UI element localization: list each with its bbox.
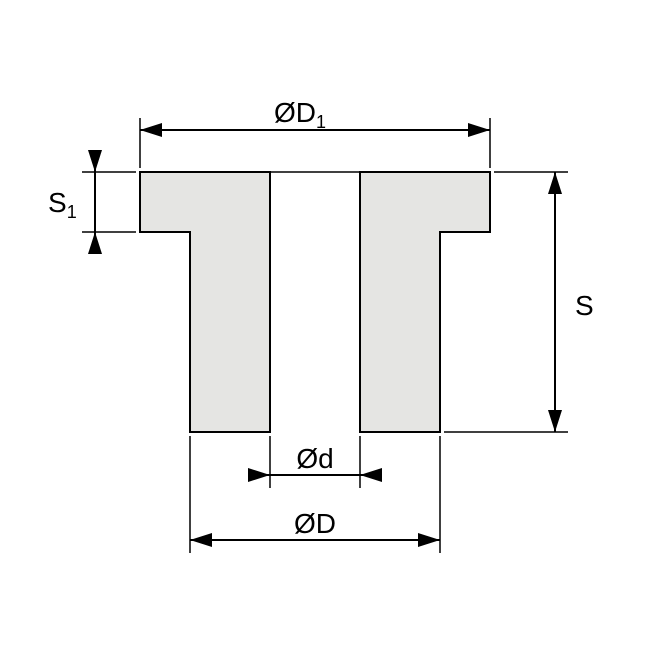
bushing-right-section <box>360 172 490 432</box>
dd-arrow-right <box>418 533 440 547</box>
d1-arrow-left <box>140 123 162 137</box>
s-label: S <box>575 290 594 321</box>
dd-arrow-left <box>190 533 212 547</box>
d1-arrow-right <box>468 123 490 137</box>
s1-label: S1 <box>48 187 77 222</box>
d-arrow-right <box>360 468 382 482</box>
bushing-left-section <box>140 172 270 432</box>
d1-label: ØD1 <box>274 97 326 132</box>
bushing-diagram: ØD1 S1 S Ød ØD <box>0 0 671 670</box>
s-arrow-bottom <box>548 410 562 432</box>
d-arrow-left <box>248 468 270 482</box>
dd-label: ØD <box>294 508 336 539</box>
d-label: Ød <box>296 443 333 474</box>
s1-arrow-top <box>88 150 102 172</box>
s1-arrow-bottom <box>88 232 102 254</box>
s-arrow-top <box>548 172 562 194</box>
